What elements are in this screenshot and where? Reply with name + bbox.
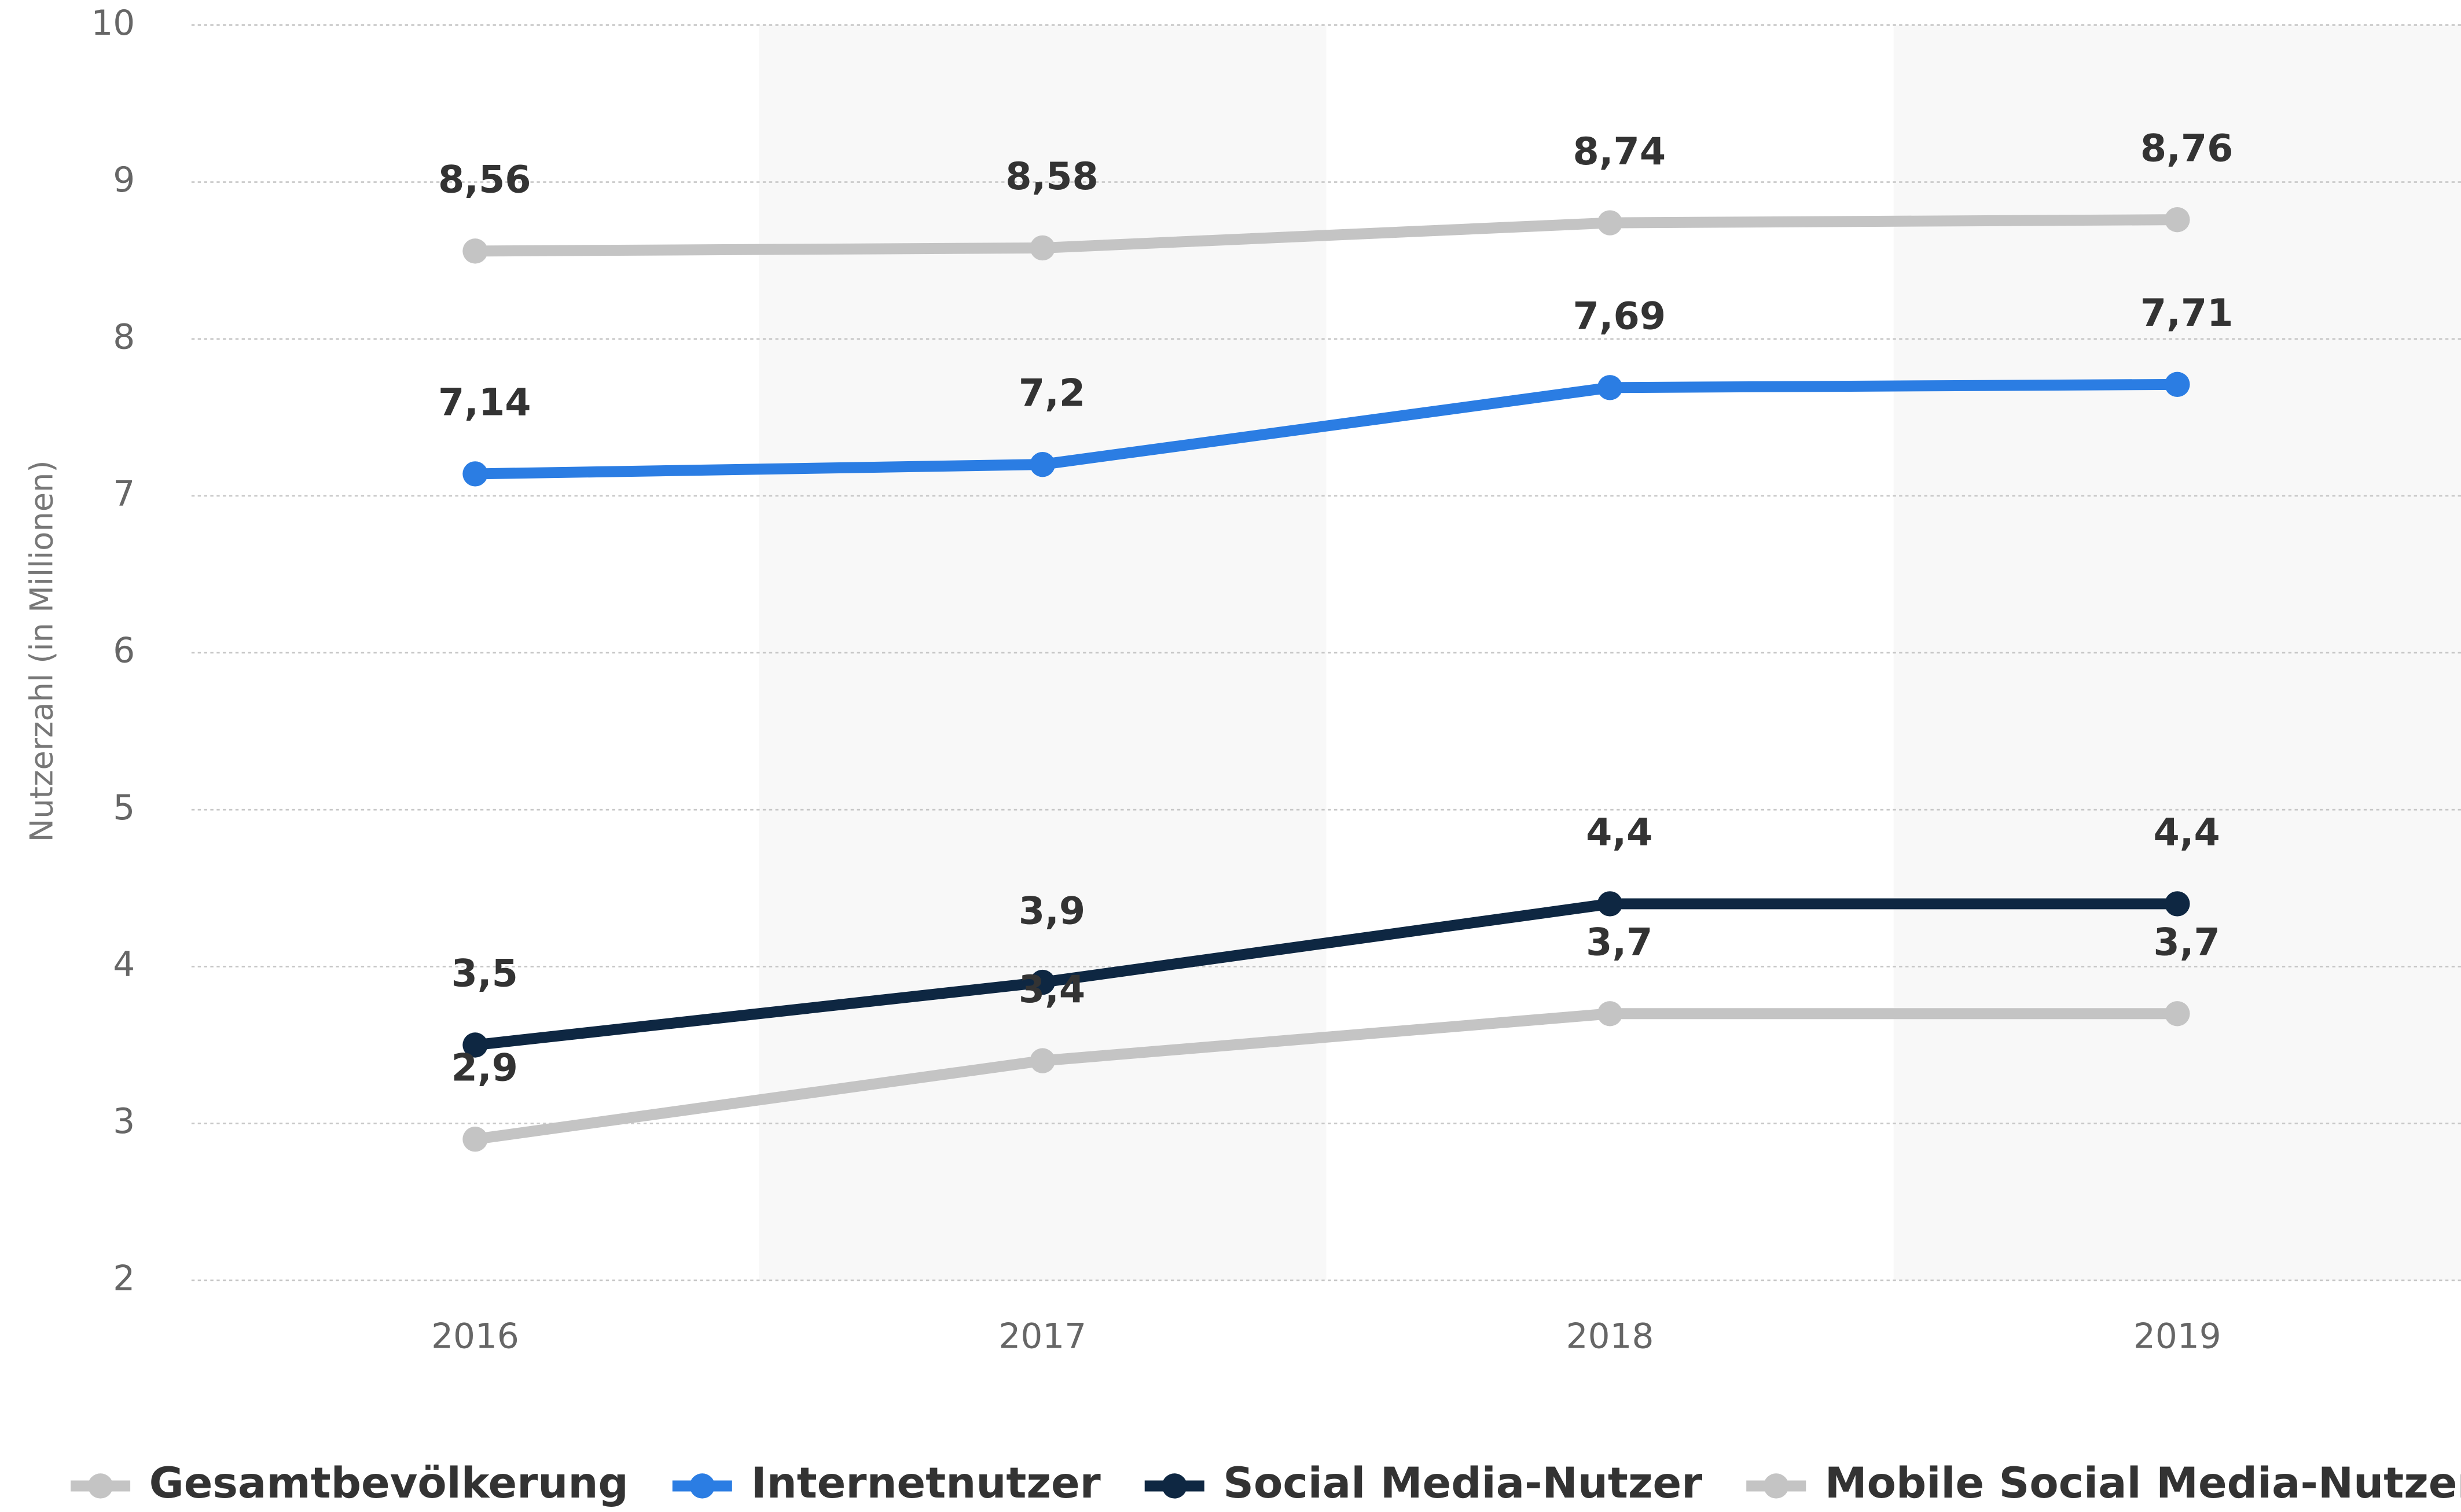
data-point — [1030, 1048, 1055, 1073]
data-label: 3,4 — [1019, 968, 1085, 1011]
data-label: 4,4 — [2153, 811, 2220, 855]
data-point — [1597, 891, 1623, 917]
data-label: 8,56 — [438, 159, 531, 202]
data-point — [2165, 891, 2190, 917]
y-tick-label: 2 — [113, 1259, 135, 1298]
data-label: 8,58 — [1005, 155, 1099, 198]
legend-marker — [1764, 1473, 1789, 1499]
series-line — [475, 214, 2177, 257]
series-line — [474, 898, 2177, 1051]
data-label: 3,9 — [1019, 889, 1085, 933]
data-point — [462, 238, 488, 264]
data-point — [2165, 371, 2190, 398]
data-point — [2165, 207, 2190, 233]
y-tick-label: 10 — [91, 3, 135, 43]
y-tick-label: 5 — [113, 788, 135, 828]
data-label: 3,7 — [2153, 921, 2220, 965]
y-tick-label: 7 — [113, 474, 135, 514]
data-point — [462, 1127, 488, 1152]
data-point — [1597, 375, 1623, 400]
data-point — [1030, 451, 1055, 477]
data-label: 3,7 — [1586, 921, 1652, 965]
data-label: 7,14 — [438, 381, 531, 425]
data-label: 7,2 — [1019, 371, 1085, 415]
data-point — [1597, 1001, 1623, 1027]
series-line — [475, 378, 2177, 480]
legend-marker — [689, 1473, 715, 1499]
data-point — [462, 1032, 488, 1058]
data-label: 3,5 — [451, 952, 518, 996]
y-tick-label: 8 — [113, 317, 135, 357]
x-tick-label: 2019 — [2133, 1317, 2221, 1357]
y-axis-label: Nutzerzahl (in Millionen) — [24, 460, 60, 842]
data-label: 7,71 — [2140, 292, 2234, 335]
y-tick-label: 6 — [113, 631, 135, 671]
legend-label: Mobile Social Media-Nutzer — [1825, 1459, 2461, 1508]
legend-marker — [1162, 1473, 1187, 1499]
y-tick-label: 3 — [113, 1102, 135, 1142]
x-tick-label: 2017 — [998, 1317, 1086, 1357]
x-tick-label: 2018 — [1566, 1317, 1654, 1357]
y-tick-label: 4 — [113, 945, 135, 985]
data-label: 8,76 — [2140, 127, 2234, 170]
data-point — [2165, 1001, 2190, 1027]
data-label: 7,69 — [1573, 295, 1666, 339]
legend-marker — [87, 1473, 113, 1499]
legend-label: Social Media-Nutzer — [1223, 1459, 1702, 1508]
data-point — [1030, 235, 1055, 261]
legend-label: Gesamtbevölkerung — [149, 1459, 629, 1508]
data-label: 8,74 — [1573, 130, 1666, 174]
series-line — [474, 1008, 2177, 1145]
x-tick-label: 2016 — [431, 1317, 519, 1357]
data-point — [1597, 210, 1623, 236]
data-label: 2,9 — [451, 1046, 518, 1090]
data-label: 4,4 — [1586, 811, 1652, 855]
data-point — [462, 461, 488, 487]
legend-label: Internetnutzer — [751, 1459, 1100, 1508]
data-point — [1030, 969, 1055, 995]
y-tick-label: 9 — [113, 160, 135, 200]
